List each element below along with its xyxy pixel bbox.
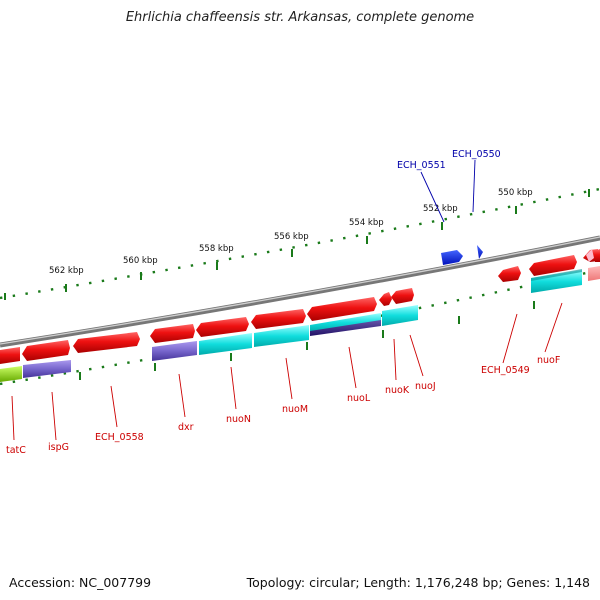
gene-right-pink[interactable] xyxy=(586,249,594,262)
gene-label-ech-0549[interactable]: ECH_0549 xyxy=(481,365,530,376)
cds-nuof-top[interactable] xyxy=(531,269,582,281)
scale-label-552: 552 kbp xyxy=(423,204,458,214)
gene-ech-0549[interactable] xyxy=(498,266,521,282)
gene-nuof[interactable] xyxy=(529,255,577,276)
map-title: Ehrlichia chaffeensis str. Arkansas, com… xyxy=(125,10,475,25)
gene-label-ech-0558[interactable]: ECH_0558 xyxy=(95,432,144,443)
cds-tatc[interactable] xyxy=(0,366,22,382)
cds-nuoj[interactable] xyxy=(382,305,418,326)
gene-leader-lines xyxy=(11,302,563,441)
gene-nuom[interactable] xyxy=(251,309,306,329)
cds-nuol-dark[interactable] xyxy=(310,320,381,336)
gene-label-nuon[interactable]: nuoN xyxy=(226,414,251,425)
cds-dxr[interactable] xyxy=(152,341,197,361)
gene-nuon[interactable] xyxy=(196,317,249,337)
scale-label-560: 560 kbp xyxy=(123,256,158,266)
gene-label-ispg[interactable]: ispG xyxy=(48,442,69,453)
scale-label-550: 550 kbp xyxy=(498,188,533,198)
cds-nuol[interactable] xyxy=(310,313,381,332)
accession-label: Accession: NC_007799 xyxy=(9,575,152,590)
cds-nuom[interactable] xyxy=(254,325,309,347)
gene-label-ech-0550[interactable]: ECH_0550 xyxy=(452,149,501,160)
cds-nuof[interactable] xyxy=(531,270,582,293)
gene-label-nuol[interactable]: nuoL xyxy=(347,393,371,404)
gene-nuok[interactable] xyxy=(379,292,392,306)
lower-major-ticks xyxy=(79,301,535,380)
gene-label-dxr[interactable]: dxr xyxy=(178,422,194,433)
scale-track-upper xyxy=(0,187,600,300)
gene-label-nuom[interactable]: nuoM xyxy=(282,404,308,415)
gene-label-ech-0551[interactable]: ECH_0551 xyxy=(397,160,446,171)
genome-summary: Topology: circular; Length: 1,176,248 bp… xyxy=(246,575,590,590)
scale-label-556: 556 kbp xyxy=(274,232,309,242)
gene-ispg[interactable] xyxy=(22,340,70,361)
upper-major-ticks xyxy=(4,189,590,300)
gene-label-nuof[interactable]: nuoF xyxy=(537,355,560,366)
gene-ech-0558[interactable] xyxy=(73,332,140,353)
cds-nuon[interactable] xyxy=(199,333,252,355)
gene-nuoj[interactable] xyxy=(391,288,414,304)
scale-label-554: 554 kbp xyxy=(349,218,384,228)
gene-dxr[interactable] xyxy=(150,324,195,343)
gene-label-tatc[interactable]: tatC xyxy=(6,445,26,456)
rna-leader-lines xyxy=(420,159,476,223)
cds-track xyxy=(0,266,600,382)
genome-backbone xyxy=(0,235,600,348)
cds-right-pink[interactable] xyxy=(588,266,600,281)
gene-label-nuok[interactable]: nuoK xyxy=(385,385,410,396)
rna-feature-ech-0551[interactable] xyxy=(441,250,463,265)
cds-ispg[interactable] xyxy=(23,360,71,378)
scale-label-558: 558 kbp xyxy=(199,244,234,254)
gene-nuol[interactable] xyxy=(307,297,377,321)
rna-feature-ech-0550[interactable] xyxy=(477,245,483,259)
gene-label-nuoj[interactable]: nuoJ xyxy=(415,381,436,392)
scale-label-562: 562 kbp xyxy=(49,266,84,276)
gene-tatc[interactable] xyxy=(0,347,20,364)
gene-track xyxy=(0,249,600,364)
gene-right-2[interactable] xyxy=(595,249,600,262)
